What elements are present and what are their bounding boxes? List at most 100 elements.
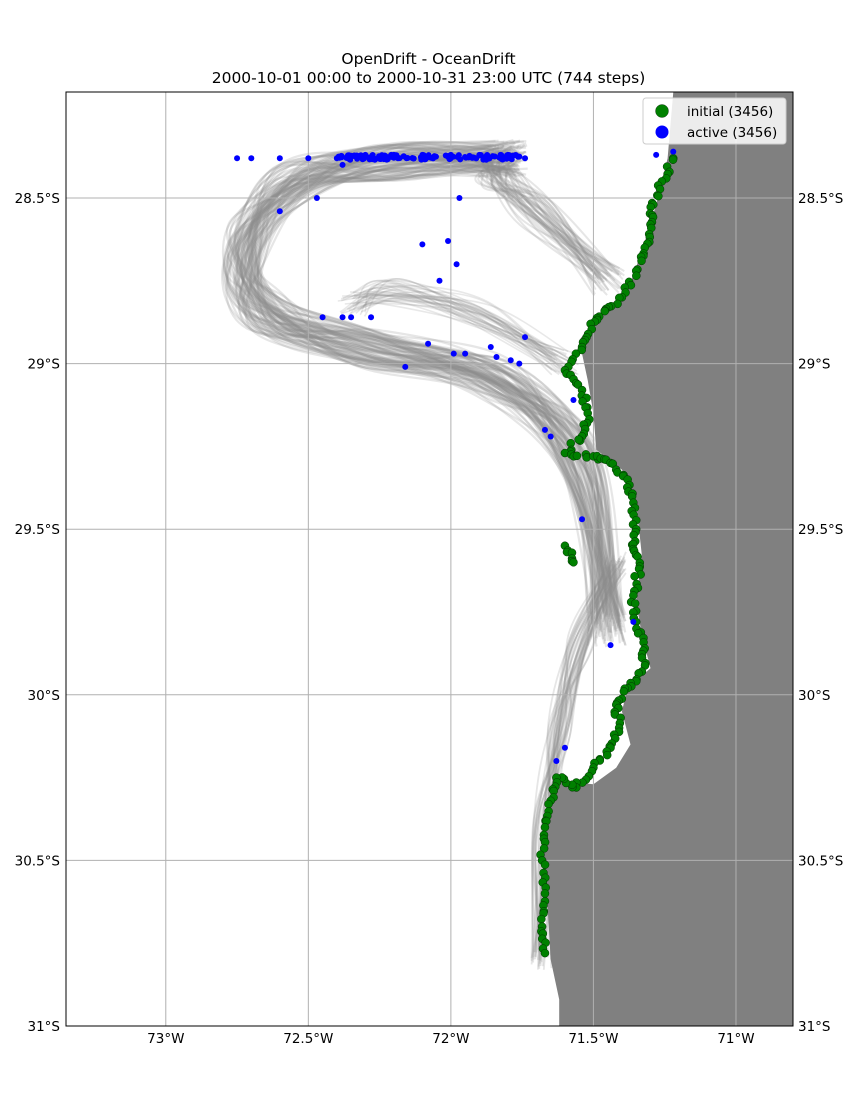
active-point [339, 161, 346, 168]
active-point [547, 433, 554, 440]
trajectory-line [253, 173, 599, 619]
active-point [368, 314, 375, 321]
trajectory-line [240, 139, 609, 628]
grid-layer [66, 92, 793, 1026]
trajectory-line [253, 151, 613, 644]
trajectory-line [242, 161, 617, 632]
trajectory-line [241, 152, 624, 632]
chart-title-block: OpenDrift - OceanDrift 2000-10-01 00:00 … [0, 50, 857, 88]
trajectory-line [234, 159, 627, 616]
active-point [507, 357, 514, 364]
trajectory-line [498, 159, 608, 281]
initial-point [654, 191, 663, 201]
y-tick-label-left: 29°S [28, 357, 61, 373]
trajectory-line [225, 160, 612, 616]
active-point [313, 194, 320, 201]
active-point [630, 618, 637, 625]
trajectory-line [363, 278, 560, 376]
x-tick-label: 71°W [717, 1031, 754, 1047]
y-tick-label-left: 30.5°S [15, 853, 60, 869]
active-point [422, 155, 429, 162]
trajectory-line [228, 163, 611, 633]
trajectory-line [530, 551, 627, 961]
trajectory-line [256, 150, 610, 642]
active-point [384, 156, 391, 163]
trajectory-line [533, 568, 615, 953]
y-tick-label-left: 28.5°S [15, 191, 60, 207]
initial-point [668, 155, 678, 164]
trajectory-line [477, 167, 602, 285]
active-point [248, 155, 255, 162]
active-point [319, 314, 326, 321]
trajectory-line [253, 162, 600, 639]
active-point [446, 156, 453, 163]
trajectory-line [235, 169, 623, 622]
trajectory-line [357, 299, 572, 364]
active-point [450, 350, 457, 357]
active-point [466, 152, 473, 159]
trajectory-line [247, 154, 614, 627]
y-tick-label-left: 29.5°S [15, 522, 60, 538]
active-point [561, 744, 568, 751]
trajectory-line [534, 572, 622, 951]
trajectory-line [341, 285, 565, 370]
initial-point [569, 558, 578, 567]
initial-point [537, 914, 546, 924]
y-tick-label-right: 30.5°S [798, 853, 843, 869]
active-point [234, 155, 241, 162]
active-point [350, 152, 357, 159]
plot-frame [65, 91, 794, 1027]
y-tick-label-right: 30°S [798, 688, 831, 704]
initial-point [540, 823, 550, 832]
trajectory-line [339, 282, 573, 373]
initial-point [632, 271, 641, 281]
legend-box [642, 97, 787, 145]
trajectory-line [251, 139, 613, 613]
trajectory-line [350, 291, 567, 357]
initial-point [619, 687, 629, 696]
y-tick-label-right: 28.5°S [798, 191, 843, 207]
trajectory-line [256, 139, 624, 614]
trajectory-line [534, 563, 613, 964]
trajectory-line [228, 165, 603, 620]
active-point [541, 426, 548, 433]
trajectory-line [236, 159, 607, 642]
active-point [453, 261, 460, 268]
chart-subtitle: 2000-10-01 00:00 to 2000-10-31 23:00 UTC… [211, 69, 646, 87]
trajectory-line [240, 162, 605, 640]
trajectory-line [229, 152, 603, 638]
trajectory-line [259, 163, 600, 614]
trajectory-line [485, 165, 612, 278]
x-tick-label: 72°W [432, 1031, 469, 1047]
trajectory-line [242, 158, 601, 629]
active-point [339, 314, 346, 321]
trajectory-line [474, 163, 608, 282]
trajectory-line [250, 143, 618, 632]
x-tick-label: 73°W [147, 1031, 184, 1047]
plot-area [66, 92, 793, 1026]
trajectory-line [256, 145, 599, 625]
trajectory-line [354, 295, 573, 377]
trajectory-line [248, 141, 605, 612]
trajectory-line [249, 140, 603, 633]
trajectory-line [351, 294, 579, 366]
trajectory-line [350, 300, 579, 365]
y-tick-label-left: 30°S [28, 688, 61, 704]
active-point [425, 340, 432, 347]
trajectory-line [490, 160, 599, 280]
trajectory-line [235, 153, 599, 625]
active-point [400, 153, 407, 160]
trajectory-line [535, 572, 627, 958]
active-point [348, 314, 355, 321]
active-point [522, 155, 529, 162]
trajectory-line [340, 296, 569, 353]
trajectory-line [247, 148, 626, 619]
trajectory-line [482, 145, 596, 295]
initial-point [544, 799, 553, 809]
trajectory-line [355, 288, 558, 361]
active-point [570, 397, 577, 404]
trajectory-line [344, 301, 553, 358]
active-point [516, 360, 523, 367]
active-point [553, 758, 560, 765]
